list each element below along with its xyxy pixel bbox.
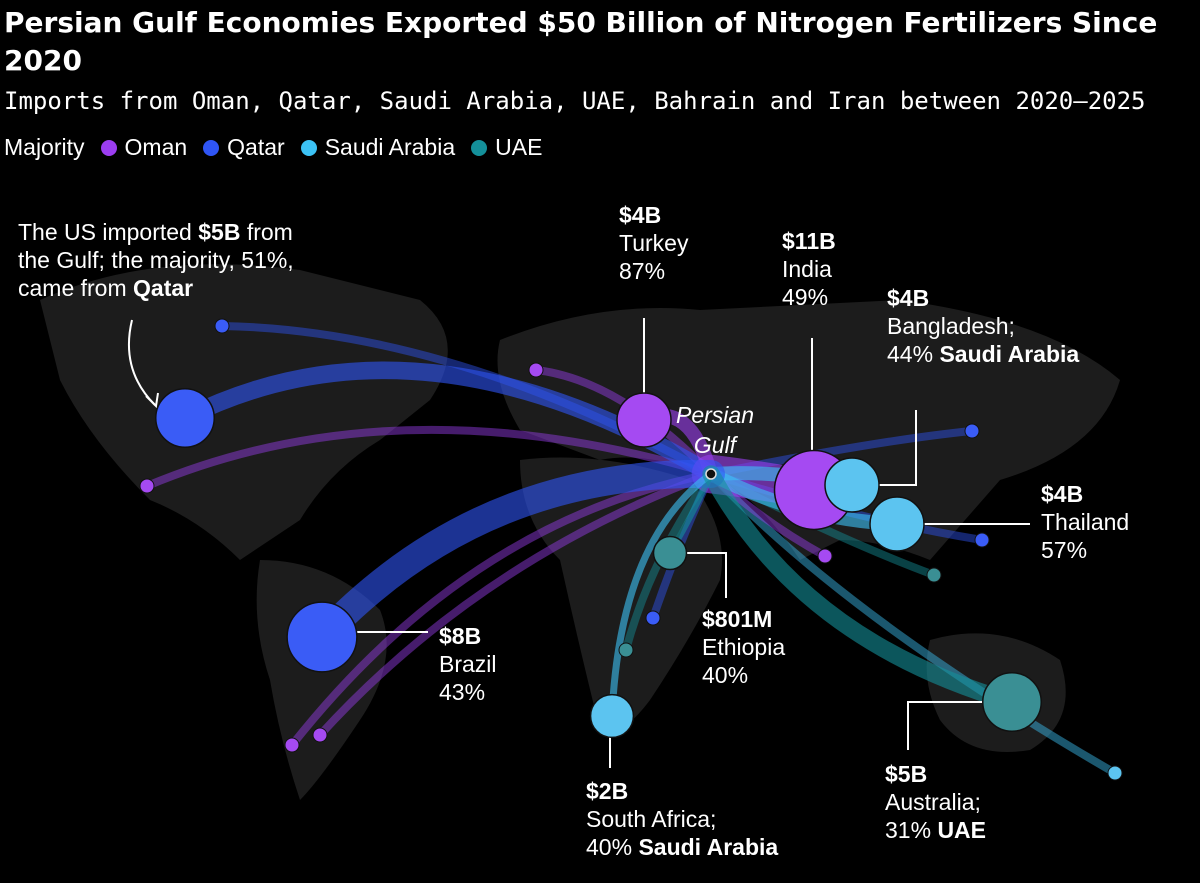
minor-destination-dot xyxy=(139,478,155,494)
minor-destination-dot xyxy=(214,318,230,334)
minor-destination-dot xyxy=(817,548,833,564)
bubble-bangladesh xyxy=(824,457,880,513)
annotation-thailand: $4B Thailand 57% xyxy=(1041,481,1130,563)
minor-destination-dot xyxy=(974,532,990,548)
minor-destination-dot xyxy=(618,642,634,658)
flow-arc-southafrica xyxy=(608,470,715,720)
minor-destination-dot xyxy=(284,737,300,753)
minor-flow-arc xyxy=(316,470,715,739)
oman-swatch xyxy=(100,139,117,156)
legend-item-qatar: Qatar xyxy=(203,134,285,161)
world-landmass xyxy=(40,264,1120,800)
annotation-india: $11B India 49% xyxy=(782,228,836,310)
legend-label: Majority xyxy=(4,134,85,160)
minor-flow-arc xyxy=(707,470,1119,777)
minor-destination-dot xyxy=(528,362,544,378)
leader-line-australia xyxy=(907,701,990,750)
annotation-turkey: $4B Turkey 87% xyxy=(619,202,689,284)
bubble-australia xyxy=(982,672,1042,732)
leader-line-ethiopia xyxy=(680,552,727,598)
annotation-australia: $5B Australia; 31% UAE xyxy=(885,761,986,843)
legend: Majority Oman Qatar Saudi Arabia UAE xyxy=(4,134,542,161)
persian-gulf-label: Persian Gulf xyxy=(676,402,754,458)
annotation-bangladesh: $4B Bangladesh; 44% Saudi Arabia xyxy=(887,285,1080,367)
saudi-swatch xyxy=(300,139,317,156)
leader-lines xyxy=(355,318,1030,768)
annotation-united-states: The US imported $5B from the Gulf; the m… xyxy=(18,219,294,301)
persian-gulf-origin-marker xyxy=(705,468,717,480)
bubble-unitedstates xyxy=(155,388,215,448)
minor-destination-dot xyxy=(964,423,980,439)
bubble-turkey xyxy=(616,392,672,448)
arrowhead-icon xyxy=(145,392,159,409)
bubble-southafrica xyxy=(589,693,635,739)
legend-item-saudi: Saudi Arabia xyxy=(300,134,455,161)
legend-item-oman: Oman xyxy=(100,134,187,161)
bubble-ethiopia xyxy=(652,535,688,571)
minor-destination-dot xyxy=(312,727,328,743)
destination-bubbles xyxy=(139,318,1123,781)
chart-subtitle: Imports from Oman, Qatar, Saudi Arabia, … xyxy=(4,87,1146,115)
bubble-thailand xyxy=(869,496,925,552)
minor-destination-dot xyxy=(926,567,942,583)
qatar-swatch xyxy=(203,139,220,156)
legend-item-uae: UAE xyxy=(471,134,542,161)
bubble-brazil xyxy=(286,601,358,673)
annotation-ethiopia: $801M Ethiopia 40% xyxy=(702,606,786,688)
flow-arc-brazil xyxy=(308,459,725,651)
minor-flow-arc xyxy=(143,425,715,490)
flow-arc-australia xyxy=(702,465,1021,711)
chart-title: Persian Gulf Economies Exported $50 Bill… xyxy=(4,6,1158,77)
minor-destination-dot xyxy=(1107,765,1123,781)
annotation-brazil: $8B Brazil 43% xyxy=(439,623,497,705)
annotation-south-africa: $2B South Africa; 40% Saudi Arabia xyxy=(586,778,779,860)
leader-line-bangladesh xyxy=(870,410,917,486)
minor-destination-dot xyxy=(645,610,661,626)
uae-swatch xyxy=(471,139,488,156)
